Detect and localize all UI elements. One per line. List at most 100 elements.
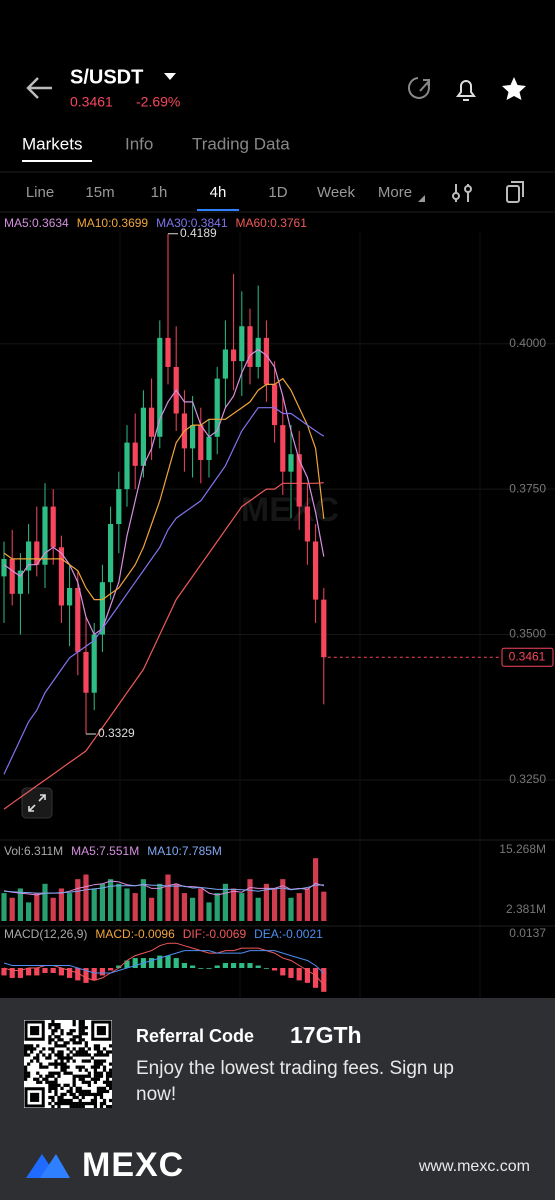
- screen: S/USDT 0.3461 -2.69% Markets Info Trading …: [0, 66, 555, 1000]
- qr-cell: [93, 1104, 98, 1108]
- qr-cell: [54, 1026, 58, 1030]
- settings-icon[interactable]: [506, 181, 524, 203]
- tab[interactable]: Info: [125, 134, 153, 153]
- volume-bar: [231, 888, 237, 921]
- interval[interactable]: 15m: [85, 184, 114, 201]
- qr-cell: [93, 1047, 98, 1051]
- last-price-box: [501, 647, 554, 667]
- macd-bar: [67, 967, 73, 978]
- qr-cell: [81, 1095, 85, 1100]
- qr-cell: [48, 1083, 52, 1087]
- extreme-label: 0.3329: [98, 726, 135, 740]
- qr-cell: [51, 1104, 55, 1108]
- macd-bar: [181, 963, 187, 968]
- expand-button[interactable]: [21, 787, 53, 819]
- ma-line: [3, 377, 325, 601]
- qr-cell: [48, 1071, 52, 1075]
- qr-cell: [108, 1086, 112, 1090]
- ma-legend: MA60:0.3761: [236, 216, 308, 230]
- qr-cell: [78, 1068, 82, 1072]
- candle-body: [165, 337, 171, 367]
- referral-code: 17GTh: [290, 1022, 362, 1048]
- qr-cell: [69, 1104, 73, 1108]
- qr-cell: [54, 1041, 58, 1045]
- tab[interactable]: Markets: [22, 134, 82, 153]
- macd-bar: [83, 967, 89, 983]
- qr-cell: [78, 1101, 82, 1106]
- qr-cell: [99, 1092, 104, 1097]
- favorite-icon[interactable]: [502, 77, 526, 100]
- qr-cell: [75, 1104, 79, 1108]
- qr-cell: [27, 1053, 31, 1057]
- qr-cell: [66, 1083, 70, 1087]
- tab[interactable]: Trading Data: [192, 134, 290, 153]
- pair-dropdown[interactable]: [164, 73, 176, 80]
- interval[interactable]: 4h: [210, 184, 227, 201]
- qr-cell: [105, 1050, 110, 1054]
- qr-cell: [69, 1089, 73, 1094]
- qr-cell: [90, 1092, 94, 1097]
- qr-cell: [24, 1050, 28, 1054]
- qr-cell: [93, 1068, 98, 1072]
- volume-bar: [99, 883, 105, 921]
- more-caret: [418, 195, 425, 202]
- qr-cell: [39, 1050, 43, 1054]
- back-button[interactable]: [26, 77, 52, 99]
- volume-bar: [116, 883, 122, 921]
- qr-cell: [81, 1023, 85, 1027]
- interval[interactable]: Line: [26, 184, 54, 201]
- qr-cell: [75, 1086, 79, 1090]
- qr-cell: [75, 1095, 79, 1100]
- indicator-icon[interactable]: [452, 184, 472, 202]
- qr-cell: [63, 1056, 67, 1060]
- qr-cell: [108, 1098, 112, 1103]
- candle-body: [272, 384, 278, 426]
- interval[interactable]: 1h: [151, 184, 168, 201]
- qr-cell: [51, 1086, 55, 1090]
- ma-line: [3, 348, 325, 636]
- qr-cell: [27, 1074, 31, 1078]
- qr-cell: [78, 1035, 82, 1039]
- interval[interactable]: 1D: [268, 184, 287, 201]
- qr-cell: [54, 1059, 58, 1063]
- ma-legend: MA30:0.3841: [156, 216, 228, 230]
- qr-cell: [78, 1050, 82, 1054]
- qr-cell: [99, 1104, 104, 1108]
- macd-legend: MACD(12,26,9): [4, 927, 87, 941]
- share-icon[interactable]: [408, 77, 430, 99]
- qr-cell: [81, 1101, 85, 1106]
- qr-cell: [84, 1068, 88, 1072]
- candle-body: [321, 599, 327, 658]
- interval[interactable]: More: [378, 184, 412, 201]
- candle-body: [132, 442, 138, 466]
- macd-bar: [231, 963, 237, 968]
- qr-cell: [36, 1053, 40, 1057]
- qr-cell: [108, 1080, 112, 1084]
- qr-cell: [51, 1083, 55, 1087]
- qr-cell: [87, 1080, 91, 1084]
- qr-finder-core: [30, 1092, 40, 1102]
- qr-cell: [78, 1077, 82, 1081]
- candle-body: [214, 378, 220, 437]
- qr-cell: [87, 1071, 91, 1075]
- candle-body: [231, 349, 237, 362]
- qr-cell: [105, 1104, 110, 1108]
- interval[interactable]: Week: [317, 184, 356, 201]
- qr-cell: [102, 1053, 107, 1057]
- candle-body: [255, 337, 261, 367]
- qr-cell: [54, 1029, 58, 1033]
- qr-cell: [93, 1101, 98, 1106]
- alert-icon[interactable]: [456, 80, 476, 101]
- last-price-label: 0.3461: [509, 649, 546, 663]
- qr-cell: [51, 1038, 55, 1042]
- qr-cell: [78, 1023, 82, 1027]
- volume-bar: [313, 858, 319, 921]
- qr-cell: [102, 1098, 107, 1103]
- qr-cell: [54, 1065, 58, 1069]
- macd-bar: [214, 965, 220, 968]
- pair-title[interactable]: S/USDT: [70, 66, 143, 88]
- referral-banner[interactable]: Referral Code 17GTh Enjoy the lowest tra…: [0, 998, 555, 1200]
- qr-cell: [69, 1056, 73, 1060]
- qr-cell: [54, 1089, 58, 1094]
- qr-cell: [84, 1050, 88, 1054]
